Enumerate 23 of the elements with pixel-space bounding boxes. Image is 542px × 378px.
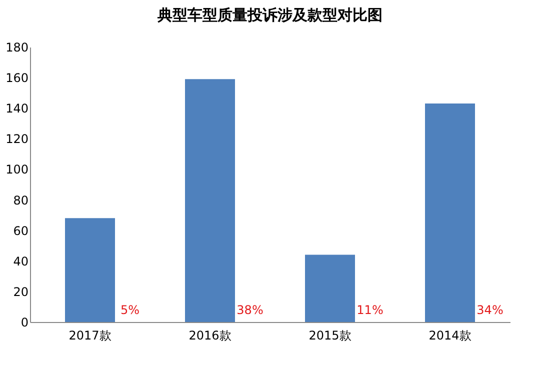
annotation: 11%	[356, 303, 384, 317]
annotation: 34%	[476, 303, 504, 317]
bar	[65, 218, 115, 322]
bar	[305, 254, 355, 322]
chart-title: 典型车型质量投诉涉及款型对比图	[156, 6, 382, 24]
y-tick-label: 40	[13, 254, 28, 268]
y-tick-label: 120	[6, 132, 28, 146]
bar	[185, 79, 235, 322]
x-tick-label: 2014款	[428, 328, 472, 342]
y-tick-label: 0	[20, 316, 28, 330]
y-tick-label: 80	[13, 193, 28, 208]
y-tick-label: 20	[13, 284, 28, 299]
annotation: 38%	[236, 303, 264, 317]
y-tick-label: 180	[6, 40, 28, 54]
y-tick-label: 160	[6, 71, 28, 86]
x-tick-label: 2017款	[68, 328, 112, 342]
y-tick-label: 140	[6, 102, 28, 116]
x-tick-label: 2016款	[188, 328, 232, 342]
x-tick-label: 2015款	[308, 328, 352, 342]
y-tick-label: 100	[6, 162, 28, 177]
bar	[425, 104, 475, 322]
y-tick-label: 60	[13, 224, 28, 238]
annotation: 5%	[120, 303, 140, 317]
